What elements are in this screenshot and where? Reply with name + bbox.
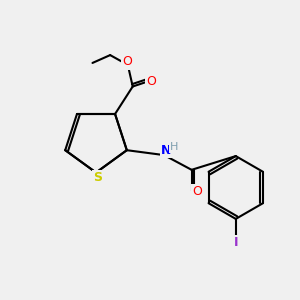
Text: N: N (161, 144, 171, 157)
Text: O: O (146, 75, 156, 88)
Text: I: I (233, 236, 238, 249)
Text: S: S (94, 171, 103, 184)
Text: O: O (193, 185, 202, 198)
Text: H: H (170, 142, 178, 152)
Text: O: O (122, 56, 132, 68)
